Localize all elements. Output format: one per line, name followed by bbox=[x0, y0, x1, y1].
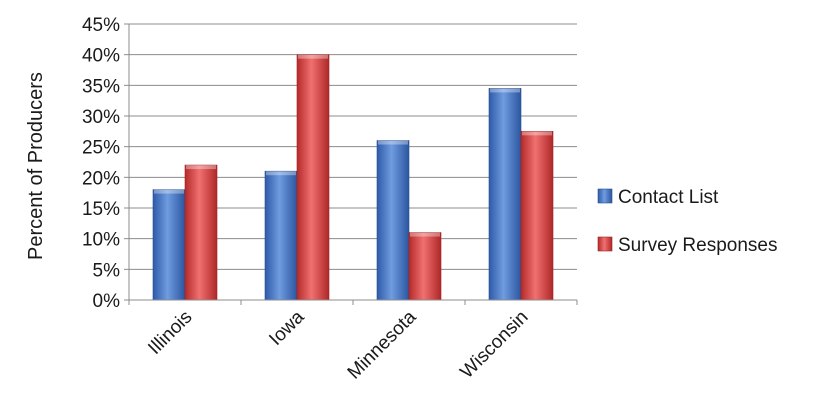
bar-highlight bbox=[154, 189, 184, 194]
y-tick-label: 0% bbox=[93, 291, 121, 312]
y-axis-label: Percent of Producers bbox=[25, 72, 47, 260]
bar-survey-responses-illinois bbox=[184, 164, 218, 301]
x-category-label: Illinois bbox=[144, 307, 196, 359]
axes bbox=[124, 23, 578, 305]
legend-swatch-contact-list bbox=[597, 188, 613, 204]
bar-highlight bbox=[186, 165, 216, 170]
y-tick-label: 10% bbox=[82, 230, 120, 251]
y-tick-label: 40% bbox=[82, 46, 120, 67]
y-tick-label: 20% bbox=[82, 168, 120, 189]
x-category-label: Iowa bbox=[265, 306, 309, 350]
y-tick-label: 25% bbox=[82, 138, 120, 159]
bar-highlight bbox=[522, 131, 552, 136]
y-tick-label: 15% bbox=[82, 199, 120, 220]
bar-survey-responses-minnesota bbox=[408, 232, 442, 301]
y-tick-label: 45% bbox=[82, 15, 120, 36]
bar-survey-responses-iowa bbox=[296, 54, 330, 301]
legend: Contact List Survey Responses bbox=[597, 187, 777, 256]
x-category-label: Wisconsin bbox=[456, 307, 532, 383]
bar-survey-responses-wisconsin bbox=[520, 131, 554, 301]
bar-contact-list-iowa bbox=[264, 170, 298, 301]
x-axis-categories: Illinois Iowa Minnesota Wisconsin bbox=[144, 306, 532, 383]
y-tick-label: 35% bbox=[82, 76, 120, 97]
bar-highlight bbox=[266, 171, 296, 176]
x-category-label: Minnesota bbox=[344, 306, 421, 383]
bar-highlight bbox=[410, 232, 440, 237]
y-tick-label: 30% bbox=[82, 107, 120, 128]
legend-label: Survey Responses bbox=[618, 235, 777, 256]
y-tick-label: 5% bbox=[93, 260, 121, 281]
y-axis-ticks: 0% 5% 10% 15% 20% 25% 30% 35% 40% 45% bbox=[82, 15, 120, 312]
legend-label: Contact List bbox=[618, 187, 719, 208]
bars bbox=[152, 54, 554, 301]
bar-contact-list-wisconsin bbox=[488, 88, 522, 301]
bar-highlight bbox=[490, 88, 520, 93]
legend-swatch-survey-responses bbox=[597, 236, 613, 252]
bar-highlight bbox=[298, 54, 328, 59]
bar-contact-list-illinois bbox=[152, 189, 186, 301]
bar-highlight bbox=[378, 140, 408, 145]
bar-contact-list-minnesota bbox=[376, 140, 410, 301]
